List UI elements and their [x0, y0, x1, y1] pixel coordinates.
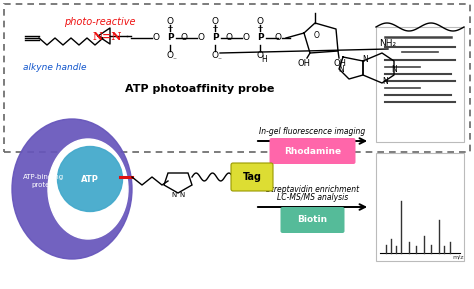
Text: ⁻: ⁻	[217, 55, 221, 64]
Text: H: H	[261, 55, 267, 64]
Text: m/z: m/z	[452, 255, 464, 260]
Text: N: N	[362, 55, 368, 64]
Text: OH: OH	[298, 58, 310, 68]
FancyBboxPatch shape	[281, 207, 345, 233]
Text: NH₂: NH₂	[380, 38, 397, 47]
Text: O: O	[314, 32, 320, 40]
Text: O: O	[181, 34, 188, 42]
Ellipse shape	[12, 119, 132, 259]
Text: N: N	[179, 192, 185, 198]
Text: P: P	[257, 34, 264, 42]
Ellipse shape	[48, 139, 128, 239]
Text: O: O	[153, 34, 159, 42]
Text: Streptavidin enrichment: Streptavidin enrichment	[266, 184, 359, 194]
Text: P: P	[212, 34, 219, 42]
Text: In-gel fluorescence imaging: In-gel fluorescence imaging	[259, 127, 365, 136]
Text: OH: OH	[334, 58, 346, 68]
Text: LC-MS/MS analysis: LC-MS/MS analysis	[277, 194, 348, 203]
Text: ATP-binding
protein: ATP-binding protein	[23, 174, 64, 188]
Text: O: O	[256, 51, 264, 60]
Text: O: O	[274, 34, 282, 42]
Text: N: N	[382, 77, 388, 86]
Text: N: N	[172, 192, 177, 198]
Text: ⁻: ⁻	[172, 55, 176, 64]
Text: O: O	[166, 51, 173, 60]
Bar	[376, 153, 464, 261]
Bar	[4, 4, 470, 152]
Text: O: O	[226, 34, 233, 42]
Text: O: O	[166, 16, 173, 25]
Text: ATP: ATP	[81, 175, 99, 184]
Text: O: O	[243, 34, 249, 42]
Text: Tag: Tag	[243, 172, 262, 182]
Text: P: P	[167, 34, 173, 42]
Text: alkyne handle: alkyne handle	[23, 62, 87, 71]
Text: photo-reactive: photo-reactive	[64, 17, 136, 27]
Text: ATP photoaffinity probe: ATP photoaffinity probe	[125, 84, 275, 94]
Text: O: O	[211, 51, 219, 60]
Text: Rhodamine: Rhodamine	[284, 147, 341, 155]
Bar	[376, 27, 464, 142]
Text: N=N: N=N	[92, 31, 122, 42]
Text: N: N	[391, 64, 397, 73]
FancyBboxPatch shape	[270, 138, 356, 164]
Text: Biotin: Biotin	[298, 216, 328, 225]
Ellipse shape	[57, 147, 122, 212]
Text: O: O	[198, 34, 204, 42]
Text: O: O	[211, 16, 219, 25]
FancyBboxPatch shape	[231, 163, 273, 191]
Text: O: O	[256, 16, 264, 25]
Text: N: N	[338, 64, 344, 73]
